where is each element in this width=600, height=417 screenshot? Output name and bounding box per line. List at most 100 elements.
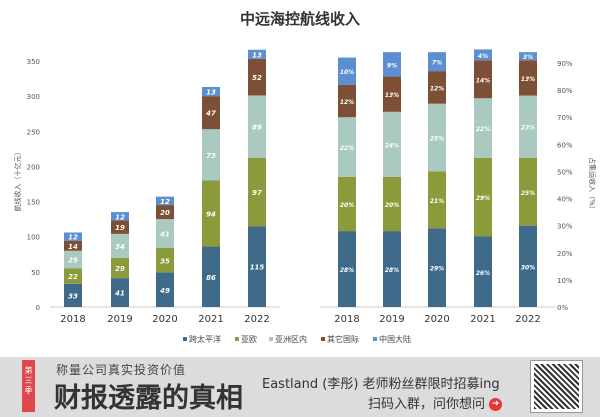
data-label: 22 — [68, 273, 78, 281]
y-tick-right: 60% — [557, 141, 573, 149]
bar-segment-pct — [519, 225, 537, 307]
bar-segment-pct — [338, 176, 356, 232]
legend-swatch — [183, 337, 187, 341]
bar-segment-pct — [338, 57, 356, 85]
data-label: 97 — [252, 189, 262, 197]
bar-segment-pct — [474, 49, 492, 61]
data-label: 47 — [206, 110, 216, 118]
y-axis-label-right: 占集运收入（%） — [588, 157, 597, 213]
bar-segment — [64, 283, 82, 307]
bar-segment — [111, 233, 129, 258]
bar-segment-pct — [474, 236, 492, 307]
x-tick-right: 2020 — [424, 314, 449, 325]
data-label-pct: 14% — [476, 77, 490, 84]
bar-segment — [248, 95, 266, 158]
bar-segment — [156, 247, 174, 273]
banner-line2: 扫码入群，问你想问 ➜ — [368, 393, 502, 412]
data-label: 29 — [115, 265, 125, 273]
y-tick-left: 350 — [27, 58, 40, 66]
bar-segment-pct — [428, 52, 446, 72]
data-label: 12 — [68, 234, 78, 242]
data-label-pct: 12% — [340, 99, 354, 106]
bar-segment-pct — [428, 103, 446, 172]
bar-segment-pct — [428, 71, 446, 104]
data-label: 33 — [68, 292, 78, 300]
y-tick-right: 80% — [557, 87, 573, 95]
bar-segment-pct — [519, 52, 537, 61]
bar-segment-pct — [474, 157, 492, 237]
data-label-pct: 26% — [476, 270, 490, 277]
bar-segment — [64, 268, 82, 284]
data-label-pct: 23% — [521, 125, 535, 132]
y-tick-left: 150 — [27, 199, 40, 207]
promo-banner[interactable]: 第三季 称量公司真实投资价值 财报透露的真相 Eastland (李彤) 老师粉… — [0, 357, 600, 417]
bar-segment — [248, 49, 266, 59]
data-label: 13 — [252, 51, 262, 59]
bar-segment — [202, 180, 220, 247]
x-tick-left: 2019 — [107, 314, 132, 325]
legend-swatch — [321, 337, 325, 341]
bar-segment-pct — [428, 228, 446, 307]
banner-title: 财报透露的真相 — [54, 383, 243, 414]
data-label: 73 — [206, 152, 216, 160]
bar-segment-pct — [474, 60, 492, 99]
data-label: 115 — [250, 264, 265, 272]
data-label-pct: 22% — [340, 145, 354, 152]
bar-segment-pct — [338, 84, 356, 118]
data-label: 41 — [160, 231, 170, 239]
data-label: 52 — [252, 74, 262, 82]
data-label: 13 — [206, 89, 216, 97]
y-axis-label-left: 航线收入（十亿元） — [13, 149, 22, 212]
data-label-pct: 25% — [430, 136, 444, 143]
bar-segment-pct — [383, 76, 401, 112]
bar-segment-pct — [474, 98, 492, 158]
bar-segment — [202, 246, 220, 307]
bar-segment — [111, 220, 129, 234]
bar-segment — [156, 219, 174, 248]
y-tick-right: 10% — [557, 277, 573, 285]
bar-segment-pct — [338, 231, 356, 307]
y-tick-left: 250 — [27, 128, 40, 136]
bar-segment — [248, 157, 266, 227]
data-label-pct: 7% — [432, 60, 442, 67]
x-tick-left: 2022 — [244, 314, 269, 325]
data-label: 94 — [206, 211, 216, 219]
data-label-pct: 22% — [476, 126, 490, 133]
bar-segment-pct — [338, 117, 356, 177]
bar-segment — [248, 226, 266, 307]
chart-title: 中远海控航线收入 — [240, 10, 360, 28]
legend-swatch — [373, 337, 377, 341]
bar-segment — [64, 240, 82, 251]
y-tick-right: 20% — [557, 250, 573, 258]
data-label: 49 — [160, 287, 170, 295]
bar-segment-pct — [383, 231, 401, 307]
data-label-pct: 29% — [430, 266, 444, 273]
bar-segment — [111, 212, 129, 221]
y-tick-left: 50 — [31, 269, 40, 277]
y-tick-right: 70% — [557, 114, 573, 122]
y-tick-left: 300 — [27, 93, 40, 101]
bar-segment-pct — [383, 52, 401, 77]
data-label: 86 — [206, 274, 216, 282]
qr-code — [530, 360, 583, 413]
x-tick-left: 2020 — [152, 314, 177, 325]
data-label-pct: 12% — [430, 85, 444, 92]
x-tick-right: 2018 — [334, 314, 359, 325]
bar-segment — [64, 232, 82, 241]
bar-segment — [248, 58, 266, 96]
banner-line1: Eastland (李彤) 老师粉丝群限时招募ing — [262, 377, 500, 392]
x-tick-right: 2022 — [515, 314, 540, 325]
bar-segment-pct — [383, 111, 401, 177]
x-tick-left: 2021 — [198, 314, 223, 325]
data-label-pct: 3% — [523, 54, 533, 61]
y-tick-right: 40% — [557, 196, 573, 204]
arrow-right-icon[interactable]: ➜ — [489, 398, 502, 411]
y-tick-left: 200 — [27, 163, 40, 171]
bar-segment-pct — [519, 95, 537, 158]
data-label: 12 — [115, 213, 125, 221]
y-tick-left: 100 — [27, 234, 40, 242]
season-ribbon: 第三季 — [22, 360, 35, 412]
legend-item: 其它国际 — [327, 334, 359, 344]
bar-segment — [202, 129, 220, 181]
data-label-pct: 20% — [385, 202, 399, 209]
